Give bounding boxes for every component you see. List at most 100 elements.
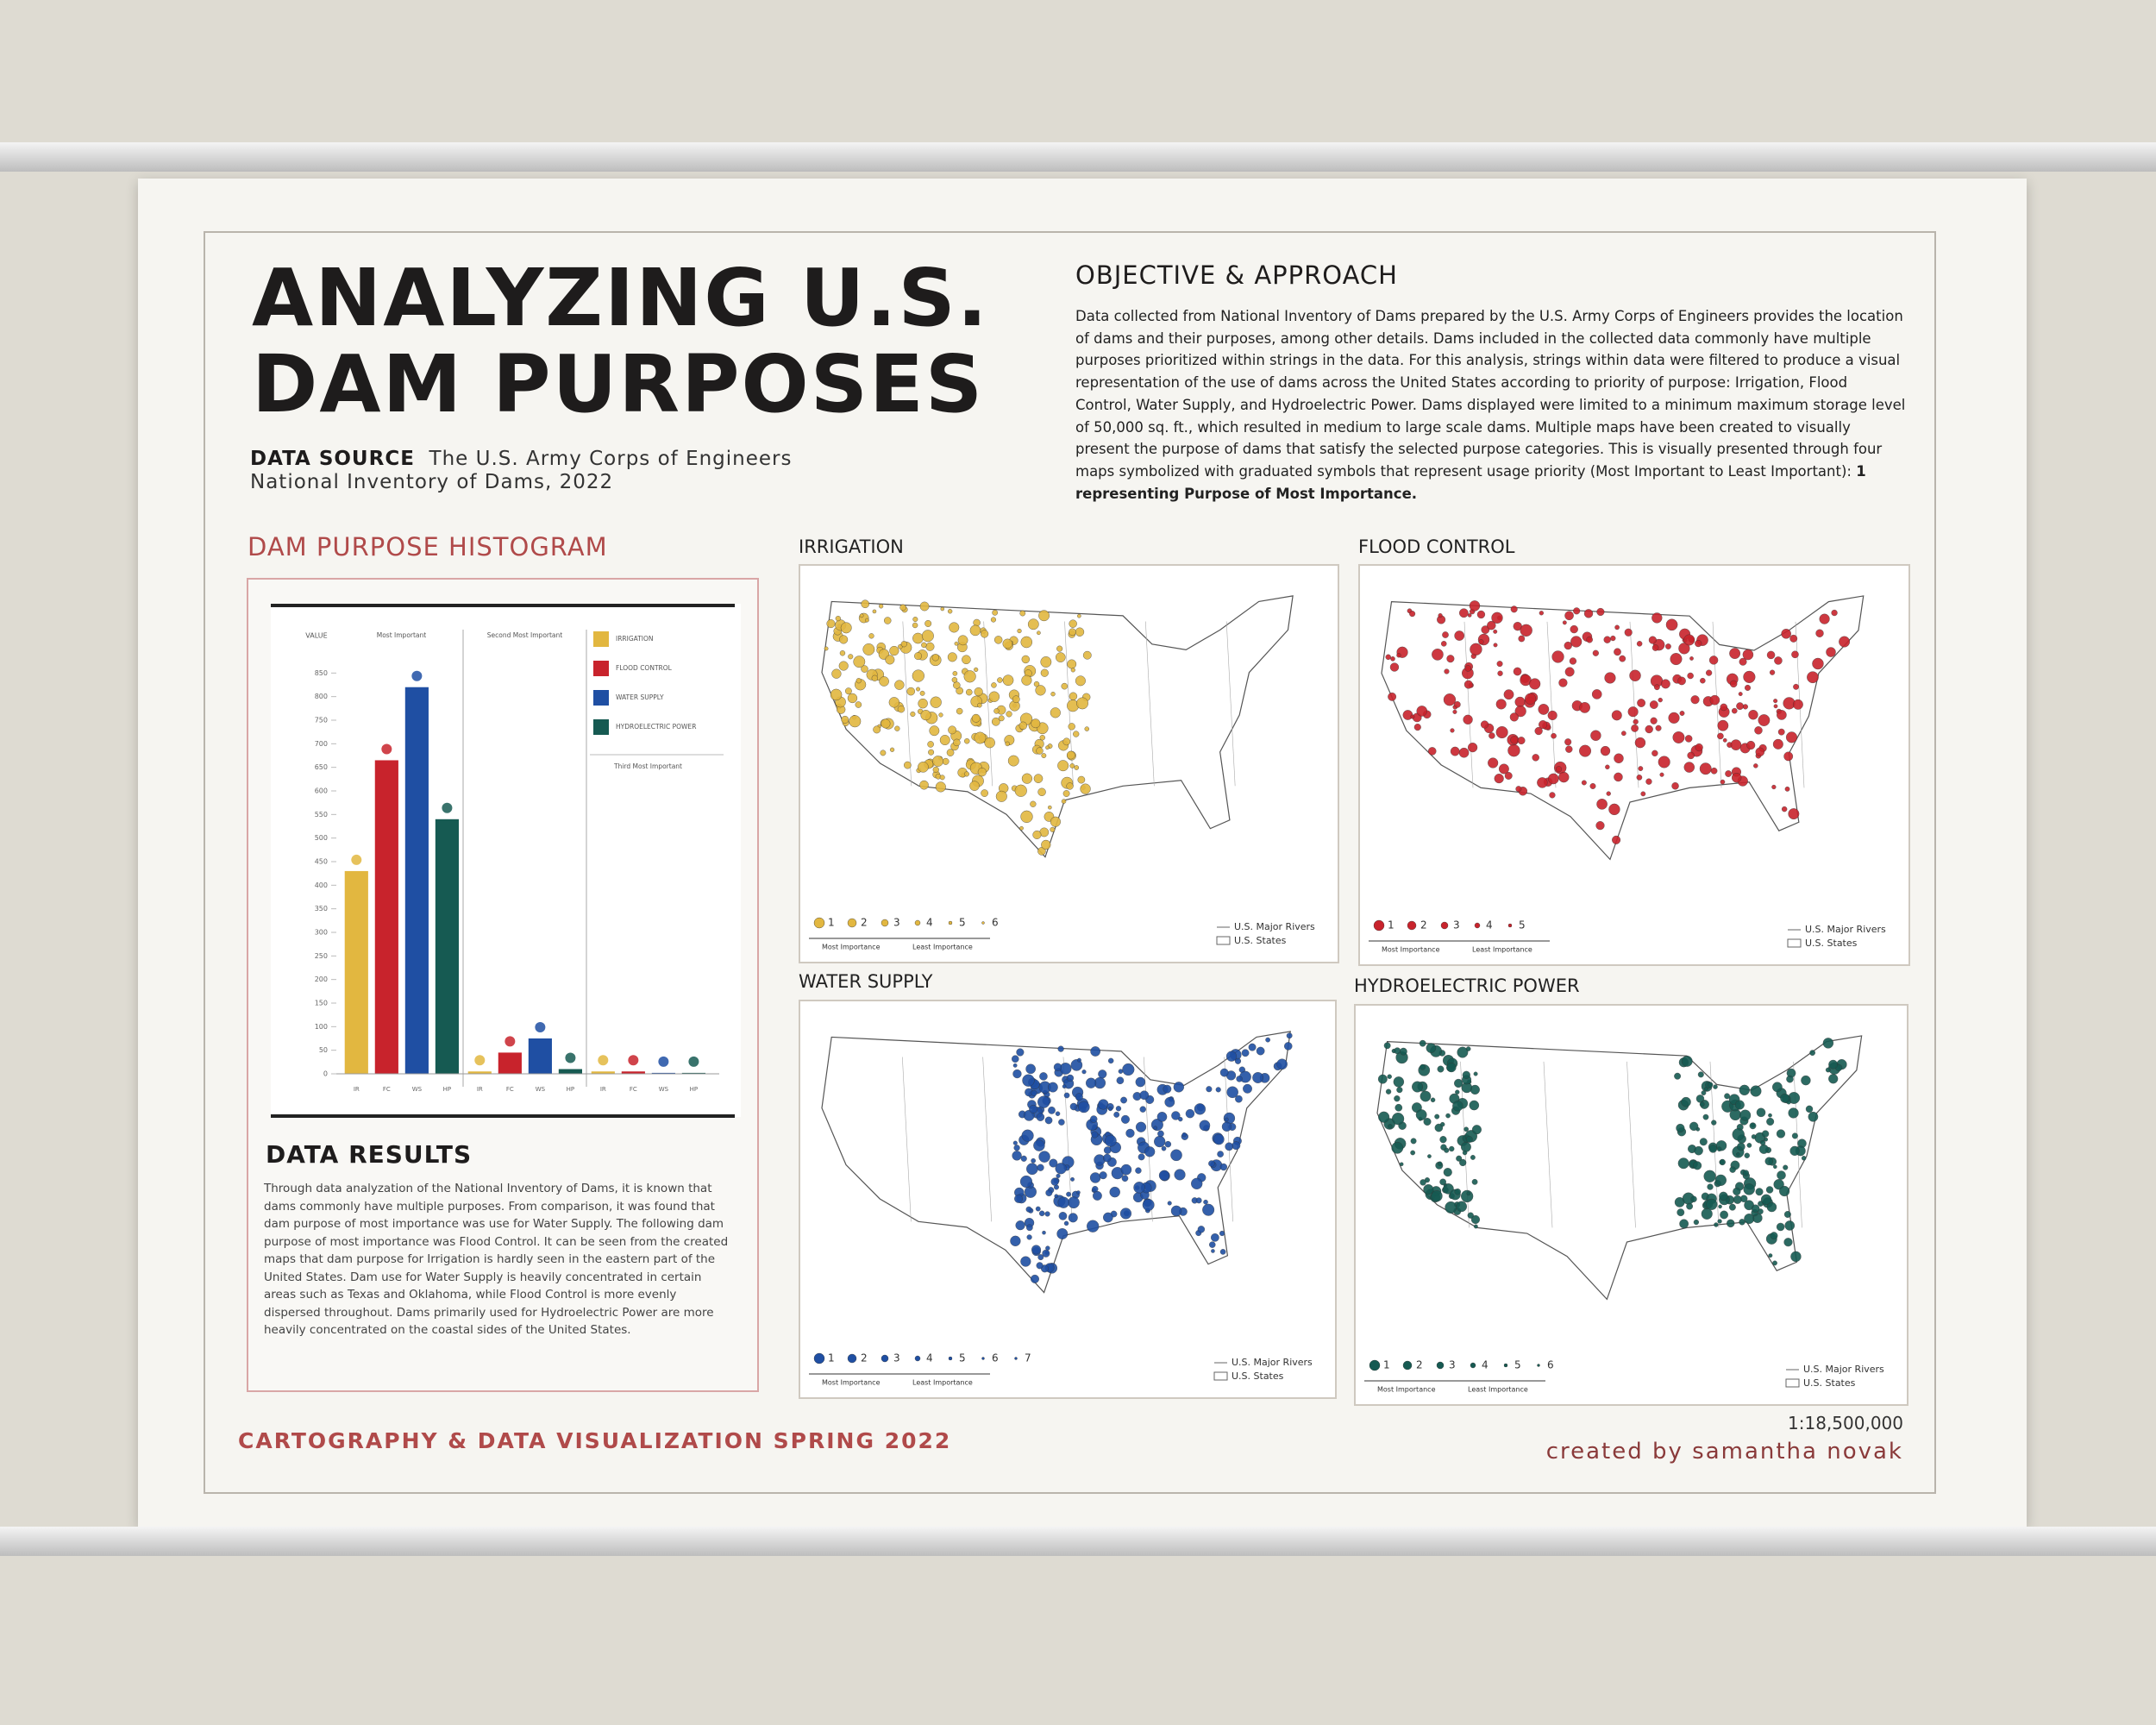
dam-dot <box>1562 620 1567 625</box>
dam-dot <box>1031 1245 1042 1255</box>
dam-dot <box>1449 1145 1455 1152</box>
dam-dot <box>881 718 891 729</box>
dam-dot <box>1048 1106 1056 1114</box>
dam-dot <box>1720 1210 1728 1220</box>
dam-dot <box>1725 770 1733 777</box>
bar-icon <box>442 802 453 813</box>
dam-dot <box>1035 685 1046 696</box>
dam-dot <box>894 725 900 731</box>
dam-dot <box>1033 774 1044 783</box>
dam-dot <box>1185 1108 1195 1119</box>
bar-icon <box>658 1056 669 1067</box>
objective-body: Data collected from National Inventory o… <box>1075 308 1906 480</box>
dam-dot <box>1665 618 1678 631</box>
dam-dot <box>1426 1043 1437 1053</box>
dam-dot <box>1564 667 1575 677</box>
dam-dot <box>1066 750 1075 760</box>
dam-dot <box>1771 784 1777 790</box>
dam-dot <box>1054 1194 1059 1199</box>
dam-dot <box>1443 1168 1452 1177</box>
dam-dot <box>1430 1097 1436 1103</box>
bar <box>404 687 429 1074</box>
dam-dot <box>862 643 875 656</box>
dam-dot <box>925 642 935 651</box>
dam-dot <box>844 687 852 695</box>
dam-dot <box>1783 1211 1791 1218</box>
dam-dot <box>1729 648 1741 659</box>
legend-symbol <box>813 1352 825 1364</box>
dam-dot <box>888 697 899 708</box>
footer-scale: 1:18,500,000 <box>1788 1413 1903 1433</box>
legend-rivers: U.S. Major Rivers <box>1803 1364 1884 1375</box>
dam-dot <box>1776 1129 1786 1138</box>
data-source-line: National Inventory of Dams, 2022 <box>250 471 614 493</box>
dam-dot <box>1104 1134 1117 1147</box>
dam-dot <box>1164 1096 1175 1107</box>
dam-dot <box>991 682 997 688</box>
dam-dot <box>1749 1122 1757 1130</box>
dam-dot <box>1420 1063 1426 1070</box>
legend-least: Least Importance <box>1468 1386 1528 1394</box>
dam-dot <box>1012 1063 1018 1068</box>
legend-symbol <box>1014 1357 1018 1360</box>
dam-dot <box>1389 662 1400 672</box>
y-tick-label: 50 <box>319 1046 328 1054</box>
dam-dot <box>1378 1111 1390 1123</box>
dam-dot <box>1453 701 1461 708</box>
dam-dot <box>1031 1157 1036 1164</box>
dam-dot <box>1139 1090 1150 1101</box>
dam-dot <box>1444 668 1450 674</box>
state-line <box>1546 621 1557 788</box>
dam-dot <box>1717 732 1724 740</box>
dam-dot <box>1025 1206 1032 1213</box>
dam-dot <box>1690 1195 1697 1202</box>
dam-dot <box>1142 1199 1155 1211</box>
dam-dot <box>1590 730 1601 741</box>
dam-dot <box>1235 1095 1243 1103</box>
dam-dot <box>1699 1138 1708 1146</box>
dam-dot <box>1420 1090 1432 1102</box>
dam-dot <box>1056 645 1063 652</box>
dam-dot <box>1078 1101 1090 1113</box>
bar-icon <box>411 670 423 681</box>
dam-dot <box>1470 643 1482 656</box>
dam-dot <box>1573 607 1581 615</box>
dam-dot <box>1012 1151 1022 1161</box>
bar-icon <box>628 1055 639 1066</box>
dam-dot <box>1439 1178 1446 1186</box>
dam-dot <box>912 632 924 644</box>
x-tick-label: IR <box>477 1086 483 1093</box>
dam-dot <box>1679 1219 1689 1229</box>
legend-level: 4 <box>926 1352 933 1364</box>
y-tick-label: 450 <box>315 858 328 866</box>
legend-symbol <box>881 1354 889 1363</box>
dam-dot <box>1103 1153 1112 1163</box>
dam-dot <box>1786 1075 1794 1083</box>
dam-dot <box>1391 1113 1405 1126</box>
y-tick-label: 550 <box>315 811 328 819</box>
dam-dot <box>1014 784 1027 797</box>
dam-dot <box>1044 1211 1050 1217</box>
histogram: VALUE 0 50 100 150 200 250 300 350 400 450 500 550 60… <box>271 604 741 1118</box>
dam-dot <box>947 609 953 614</box>
dam-dot <box>1454 630 1465 641</box>
dam-dot <box>1640 791 1646 797</box>
dam-dot <box>1614 648 1621 656</box>
dam-dot <box>1044 1116 1053 1125</box>
dam-dot <box>1826 647 1836 657</box>
dam-dot <box>1413 724 1421 731</box>
dam-dot <box>1020 1256 1031 1267</box>
dam-dot <box>904 761 912 769</box>
map: 1 2 3 4 5 6 Most Importance Least Importance U.S… <box>1354 1004 1908 1406</box>
states-key <box>1787 938 1802 948</box>
data-source-label: DATA SOURCE <box>250 448 415 470</box>
dam-dot <box>1733 1187 1741 1196</box>
dam-dot <box>1061 799 1067 804</box>
y-axis-label: VALUE <box>305 632 327 640</box>
bar-icon <box>505 1036 516 1047</box>
dam-dot <box>991 717 1000 726</box>
legend-symbol <box>1503 1363 1508 1368</box>
dam-dot <box>997 677 1003 683</box>
dam-dot <box>1438 1161 1443 1166</box>
objective-bold: 1 representing Purpose of Most Importanc… <box>1075 462 1866 502</box>
